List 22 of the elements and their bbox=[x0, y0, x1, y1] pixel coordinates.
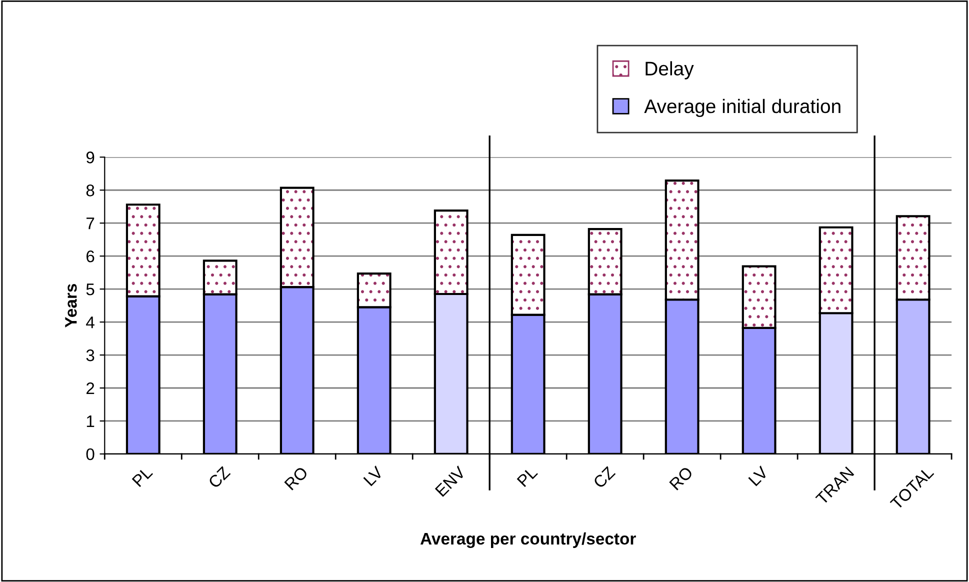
x-tick-label: PL bbox=[516, 466, 538, 488]
y-tick-label: 6 bbox=[86, 250, 94, 262]
y-tick-label: 9 bbox=[86, 152, 94, 164]
y-tick-label: 1 bbox=[86, 416, 94, 428]
x-tick-label: CZ bbox=[592, 466, 616, 489]
y-tick-label: 7 bbox=[86, 218, 94, 230]
x-tick-label: RO bbox=[284, 466, 309, 490]
y-axis-title: Years bbox=[65, 284, 77, 328]
y-tick-label: 0 bbox=[86, 448, 94, 460]
legend-label: Average initial duration bbox=[644, 98, 840, 118]
x-tick-label: CZ bbox=[208, 466, 231, 489]
legend-label: Delay bbox=[646, 61, 694, 80]
y-tick-label: 2 bbox=[86, 382, 94, 394]
x-tick-label: LV bbox=[363, 466, 384, 486]
x-axis-title: Average per country/sector bbox=[420, 532, 636, 548]
x-tick-label: PL bbox=[132, 466, 154, 488]
x-tick-label: LV bbox=[748, 466, 769, 486]
y-tick-label: 8 bbox=[86, 184, 94, 196]
x-tick-label: RO bbox=[669, 466, 694, 490]
y-tick-label: 4 bbox=[86, 316, 94, 328]
y-tick-label: 3 bbox=[86, 349, 94, 362]
y-tick-label: 5 bbox=[86, 284, 94, 296]
